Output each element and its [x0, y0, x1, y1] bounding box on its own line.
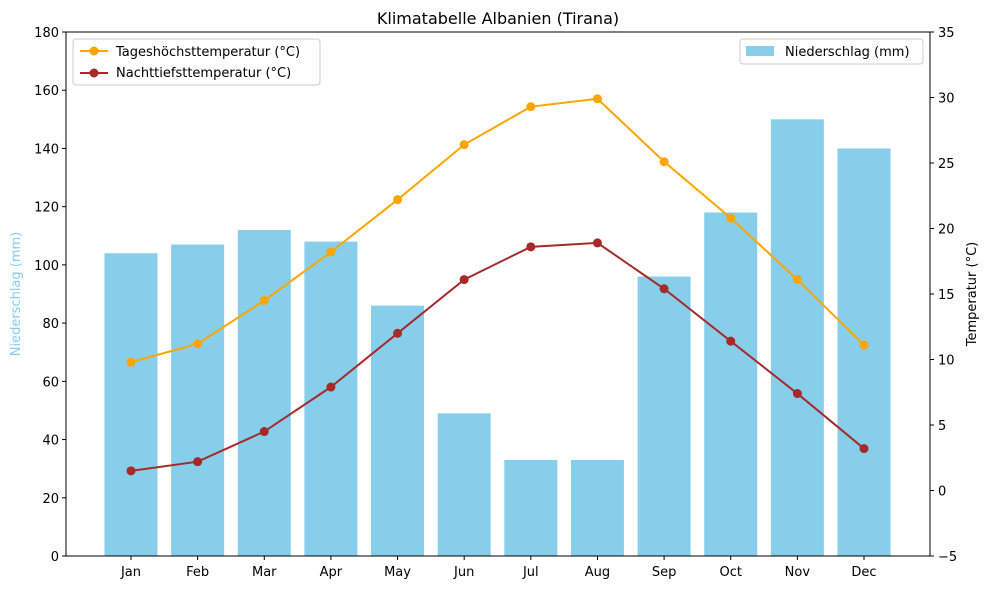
point-series-1-dec	[859, 444, 869, 454]
bar-jan	[104, 253, 158, 556]
point-series-0-jan	[126, 357, 136, 367]
legend-label-high: Tageshöchsttemperatur (°C)	[115, 45, 300, 60]
y-left-tick-label: 120	[34, 201, 59, 216]
y-left-tick-label: 20	[42, 492, 59, 507]
point-series-1-feb	[193, 457, 203, 467]
x-tick-label: Dec	[851, 565, 876, 580]
y-left-tick-label: 80	[42, 317, 59, 332]
point-series-1-apr	[326, 382, 336, 392]
y-right-tick-label: 20	[938, 223, 955, 238]
point-series-0-sep	[659, 157, 669, 167]
y-right-tick-label: 10	[938, 354, 955, 369]
point-series-0-oct	[726, 213, 736, 223]
line-series-1	[130, 241, 865, 472]
point-series-0-nov	[792, 275, 802, 285]
y-right-tick-label: 35	[938, 26, 955, 41]
point-series-1-may	[393, 328, 403, 338]
point-series-1-jan	[126, 466, 136, 476]
point-series-1-sep	[659, 284, 669, 294]
point-series-0-mar	[259, 296, 269, 306]
left-axis-label: Niederschlag (mm)	[9, 232, 24, 357]
y-left-tick-label: 0	[51, 550, 59, 565]
x-tick-label: Jan	[120, 565, 141, 580]
legend-bars: Niederschlag (mm)	[739, 38, 924, 65]
point-series-0-aug	[592, 94, 602, 104]
legend-swatch-precip	[746, 46, 774, 56]
x-tick-label: Nov	[785, 565, 811, 580]
y-right-tick-label: 15	[938, 288, 955, 303]
point-series-1-oct	[726, 336, 736, 346]
point-series-0-jun	[459, 140, 469, 150]
y-right-tick-label: 0	[938, 485, 946, 500]
bar-feb	[171, 244, 225, 556]
bar-oct	[704, 212, 758, 556]
line-series-0	[130, 97, 865, 364]
point-series-1-jun	[459, 275, 469, 285]
point-series-1-aug	[592, 238, 602, 248]
x-tick-label: May	[384, 565, 411, 580]
legend-marker-high	[89, 46, 99, 56]
y-left-tick-label: 160	[34, 84, 59, 99]
x-tick-label: Jul	[522, 565, 539, 580]
x-tick-label: Jun	[453, 565, 474, 580]
bar-aug	[570, 459, 624, 556]
point-series-1-nov	[792, 389, 802, 399]
x-tick-label: Feb	[186, 565, 209, 580]
legend-label-precip: Niederschlag (mm)	[785, 45, 910, 60]
legend-label-low: Nachttiefsttemperatur (°C)	[116, 66, 291, 81]
y-right-tick-label: 5	[938, 419, 946, 434]
x-tick-label: Aug	[585, 565, 610, 580]
y-left-tick-label: 100	[34, 259, 59, 274]
point-series-0-may	[393, 195, 403, 205]
chart-title: Klimatabelle Albanien (Tirana)	[377, 9, 619, 28]
y-left-tick-label: 140	[34, 142, 59, 157]
x-tick-label: Oct	[719, 565, 741, 580]
bar-may	[371, 305, 425, 556]
right-axis-label: Temperatur (°C)	[965, 242, 980, 348]
y-left-tick-label: 60	[42, 375, 59, 390]
point-series-0-apr	[326, 247, 336, 257]
point-series-1-mar	[259, 427, 269, 437]
legend-marker-low	[89, 68, 99, 78]
y-right-tick-label: 30	[938, 92, 955, 107]
point-series-1-jul	[526, 242, 536, 252]
x-tick-label: Apr	[320, 565, 343, 580]
point-series-0-dec	[859, 340, 869, 350]
bar-jul	[504, 459, 558, 556]
bar-dec	[837, 148, 891, 556]
legend-lines: Tageshöchsttemperatur (°C) Nachttiefstte…	[72, 38, 321, 86]
bar-jun	[437, 413, 491, 556]
bar-mar	[237, 229, 291, 556]
x-tick-label: Sep	[652, 565, 677, 580]
x-tick-label: Mar	[252, 565, 277, 580]
point-series-0-jul	[526, 102, 536, 112]
y-right-tick-label: 25	[938, 157, 955, 172]
bar-sep	[637, 276, 691, 556]
y-left-tick-label: 40	[42, 434, 59, 449]
y-right-tick-label: −5	[938, 550, 957, 565]
point-series-0-feb	[193, 339, 203, 349]
y-left-tick-label: 180	[34, 26, 59, 41]
bar-nov	[770, 119, 824, 556]
